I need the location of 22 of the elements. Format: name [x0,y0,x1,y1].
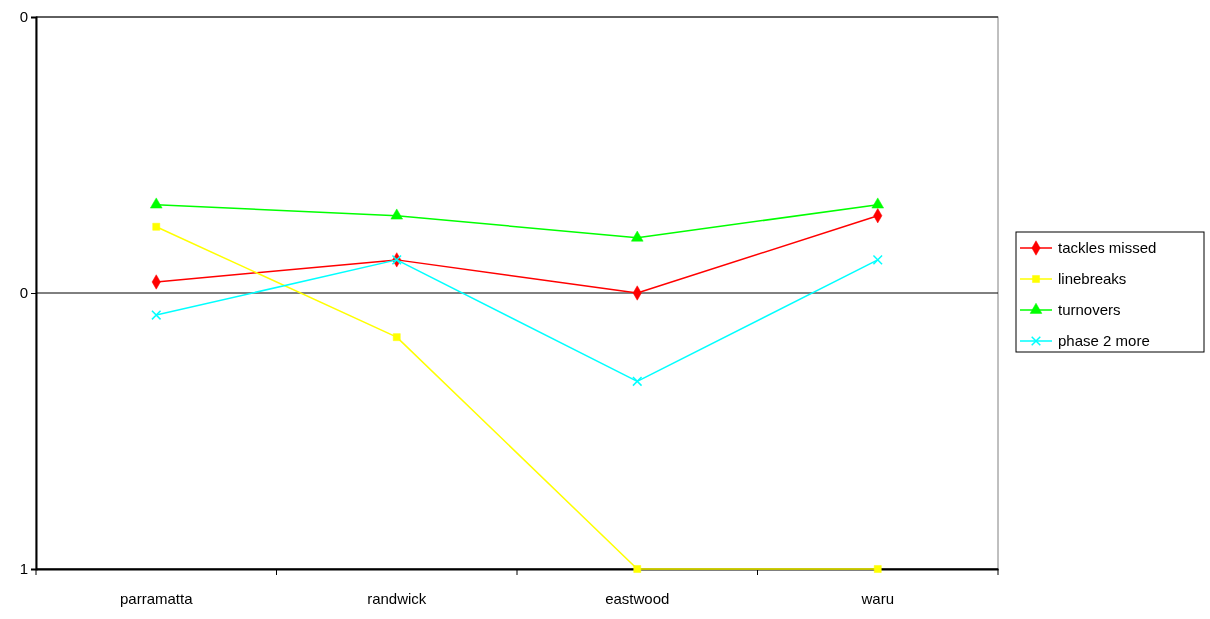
point [390,208,403,220]
legend-label: phase 2 more [1058,332,1150,349]
point [631,230,644,242]
point [632,376,643,387]
x-tick-label: parramatta [119,589,194,607]
point [872,254,883,265]
point [151,310,162,321]
point [873,565,882,573]
point [152,222,161,231]
point [150,197,163,209]
y-tick-label: 0 [19,8,28,26]
x-tick-label: eastwood [605,589,670,607]
point [633,565,642,573]
x-tick-label: waru [860,589,895,607]
x-tick-label: randwick [367,589,427,607]
legend-label: linebreaks [1058,270,1127,287]
point [392,333,401,341]
point [871,197,884,209]
y-tick-label: 1 [19,560,28,578]
legend-label: tackles missed [1058,239,1157,256]
y-tick-label: 0 [19,284,28,302]
legend-label: turnovers [1058,301,1121,318]
